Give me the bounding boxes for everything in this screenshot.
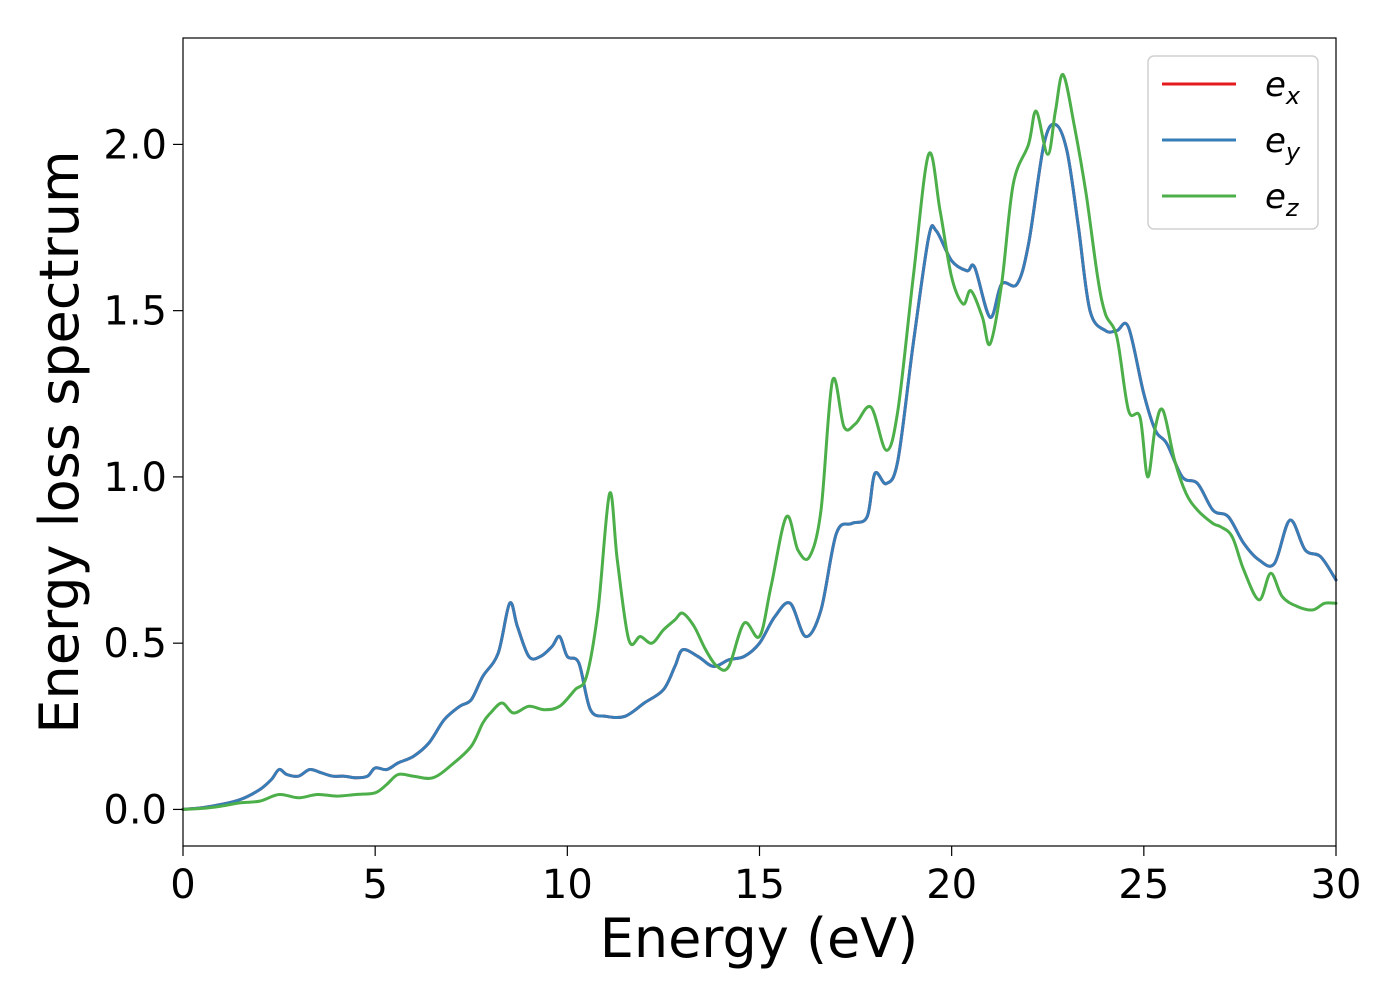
legend-box [1147,55,1319,230]
series-layer [181,73,1338,811]
x-tick-label: 30 [1311,862,1362,908]
y-axis-label: Energy loss spectrum [28,150,91,733]
x-tick-label: 10 [542,862,593,908]
y-axis-ticks: 0.0 0.5 1.0 1.5 2.0 [103,122,183,833]
series-line-ez [181,73,1338,811]
x-axis-ticks: 0 5 10 15 20 25 30 [170,846,1361,908]
legend-label-ex: ex [1265,65,1301,110]
y-tick-label: 2.0 [103,122,167,168]
y-tick-label: 0.5 [103,621,167,667]
legend-label-ez: ez [1265,177,1300,222]
x-tick-label: 25 [1118,862,1169,908]
series-line-ey [181,122,1338,811]
x-tick-label: 0 [170,862,195,908]
x-tick-label: 15 [734,862,785,908]
x-axis-label: Energy (eV) [600,907,919,970]
y-tick-label: 1.5 [103,289,167,335]
y-tick-label: 1.0 [103,455,167,501]
y-tick-label: 0.0 [103,787,167,833]
legend-items: ex ey ez [1162,65,1301,222]
legend-label-ey: ey [1265,121,1301,166]
legend: ex ey ez [1147,55,1319,230]
x-tick-label: 20 [926,862,977,908]
x-tick-label: 5 [362,862,387,908]
